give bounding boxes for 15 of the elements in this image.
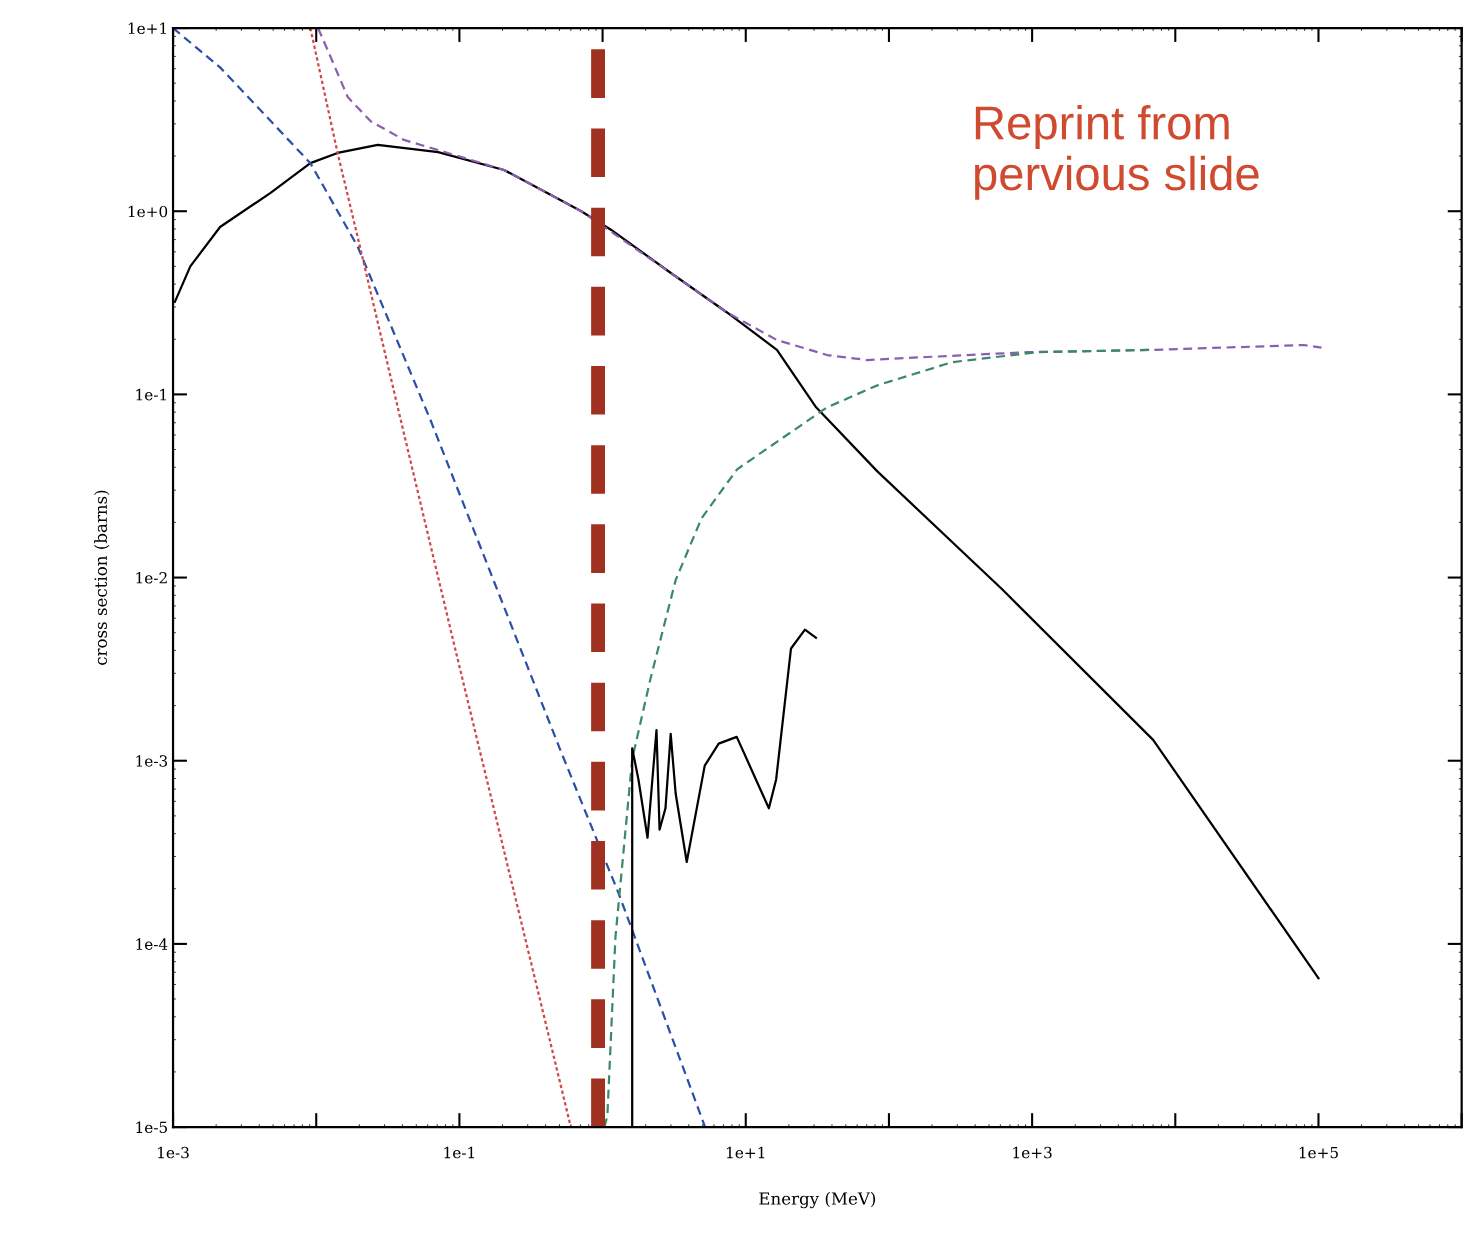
- y-tick-label: 1e-2: [136, 572, 167, 584]
- y-tick-label: 1e-5: [136, 1121, 168, 1134]
- x-tick-label: 1e+3: [1013, 1146, 1052, 1159]
- x-tick-label: 1e-3: [158, 1146, 189, 1159]
- annotation: Reprint from pervious slide: [975, 104, 1259, 200]
- y-axis-title: cross section (barns): [94, 490, 110, 665]
- y-tick-label: 1e-1: [136, 388, 167, 401]
- x-tick-label: 1e+1: [726, 1146, 765, 1159]
- y-tick-label: 1e+1: [128, 22, 167, 35]
- x-tick-label: 1e-1: [444, 1146, 475, 1159]
- y-tick-label: 1e-4: [136, 938, 168, 950]
- y-tick-label: 1e-3: [136, 755, 168, 767]
- x-axis-title: Energy (MeV): [759, 1191, 876, 1209]
- x-tick-label: 1e+5: [1299, 1146, 1338, 1159]
- y-tick-label: 1e+0: [128, 205, 168, 218]
